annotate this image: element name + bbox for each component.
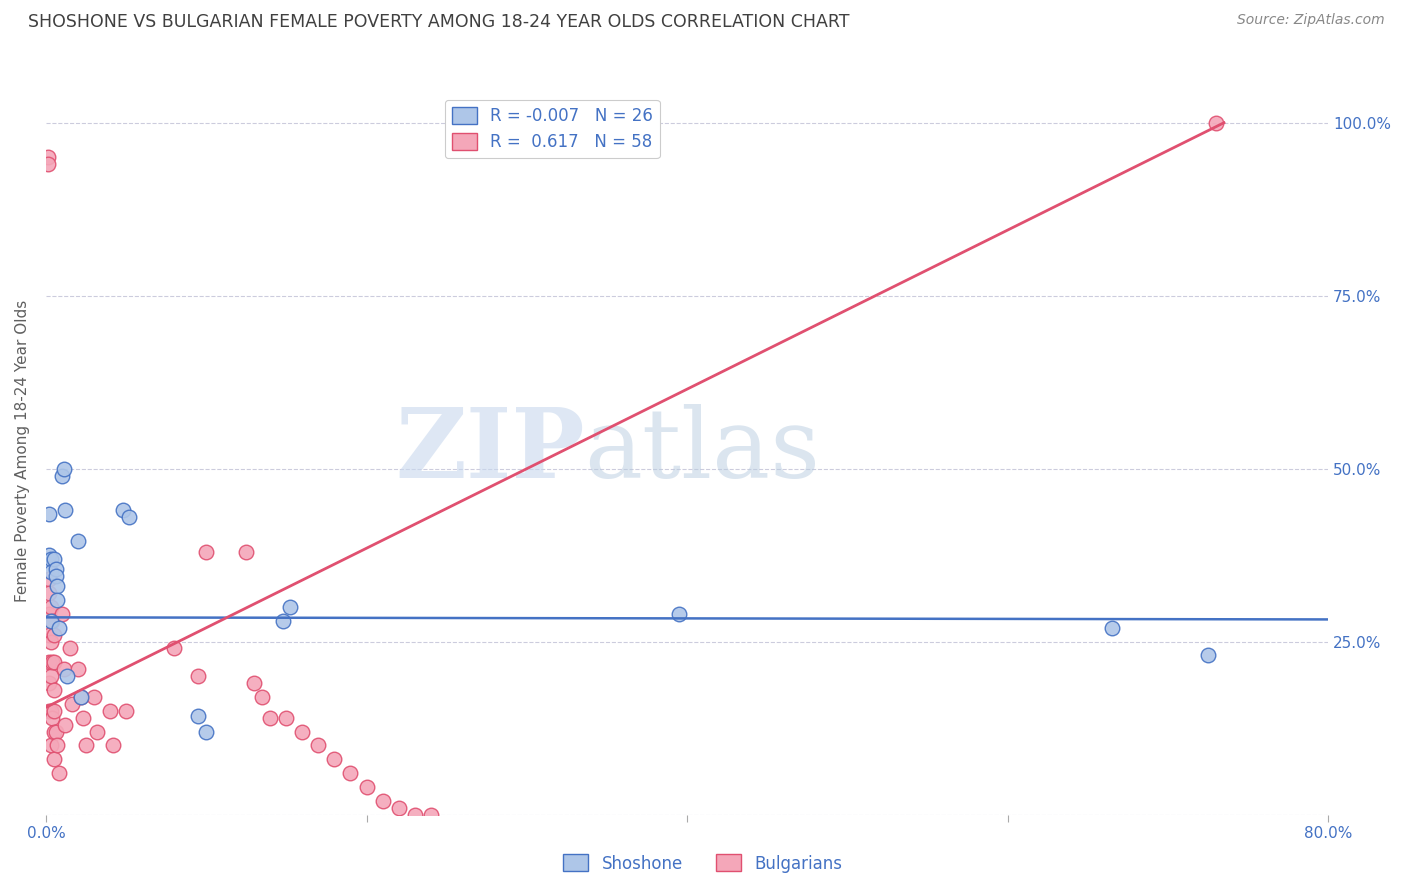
Point (39, 566, 62, 580)
Point (38, 676, 60, 690)
Point (83, 690, 105, 704)
Point (42, 704, 65, 718)
Point (38, 656, 60, 670)
Point (42, 656, 65, 670)
Point (59, 641, 82, 656)
Point (42, 724, 65, 739)
Point (39, 634, 62, 648)
Point (38, 548, 60, 562)
Point (115, 704, 138, 718)
Point (38, 586, 60, 600)
Point (252, 690, 274, 704)
Point (259, 711, 281, 725)
Point (98, 704, 121, 718)
Point (52, 461, 75, 475)
Point (118, 510, 141, 524)
Point (46, 593, 69, 607)
Point (235, 544, 257, 558)
Point (187, 709, 209, 723)
Text: Source: ZipAtlas.com: Source: ZipAtlas.com (1237, 13, 1385, 28)
Point (52, 662, 75, 676)
Point (195, 724, 218, 739)
Point (56, 669, 79, 683)
Point (70, 690, 93, 704)
Point (103, 739, 125, 753)
Legend: Shoshone, Bulgarians: Shoshone, Bulgarians (557, 847, 849, 880)
Point (41, 614, 63, 628)
Point (38, 627, 60, 641)
Point (187, 669, 209, 683)
Point (37, 150, 59, 164)
Point (356, 780, 378, 794)
Text: ZIP: ZIP (395, 404, 585, 499)
Point (72, 711, 94, 725)
Point (86, 724, 108, 739)
Point (243, 676, 266, 690)
Y-axis label: Female Poverty Among 18-24 Year Olds: Female Poverty Among 18-24 Year Olds (15, 301, 30, 602)
Point (70, 690, 93, 704)
Point (1197, 648, 1219, 663)
Point (42, 683, 65, 698)
Point (51, 607, 73, 621)
Point (48, 621, 70, 635)
Point (51, 468, 73, 483)
Point (163, 641, 186, 656)
Point (60, 697, 83, 711)
Point (39, 614, 62, 628)
Point (668, 607, 690, 621)
Point (323, 752, 346, 766)
Point (387, 800, 409, 814)
Legend: R = -0.007   N = 26, R =  0.617   N = 58: R = -0.007 N = 26, R = 0.617 N = 58 (446, 100, 659, 158)
Point (404, 807, 426, 822)
Point (38, 704, 60, 718)
Point (46, 739, 69, 753)
Point (278, 599, 301, 614)
Point (42, 551, 65, 566)
Point (39, 739, 62, 753)
Point (41, 656, 63, 670)
Point (111, 503, 134, 517)
Point (39, 669, 62, 683)
Point (45, 569, 67, 583)
Point (45, 562, 67, 576)
Point (38, 572, 60, 586)
Point (42, 627, 65, 641)
Point (307, 739, 329, 753)
Point (75, 739, 97, 753)
Point (1205, 116, 1227, 130)
Point (37, 157, 59, 171)
Text: SHOSHONE VS BULGARIAN FEMALE POVERTY AMONG 18-24 YEAR OLDS CORRELATION CHART: SHOSHONE VS BULGARIAN FEMALE POVERTY AMO… (28, 13, 849, 31)
Point (39, 551, 62, 566)
Point (66, 534, 89, 549)
Point (66, 662, 89, 676)
Point (419, 807, 441, 822)
Point (276, 711, 298, 725)
Point (46, 579, 69, 593)
Point (339, 766, 361, 780)
Point (271, 614, 294, 628)
Point (38, 507, 60, 521)
Point (39, 704, 62, 718)
Point (195, 544, 218, 558)
Point (42, 752, 65, 766)
Text: atlas: atlas (585, 404, 821, 499)
Point (48, 766, 70, 780)
Point (53, 717, 76, 731)
Point (41, 711, 63, 725)
Point (45, 724, 67, 739)
Point (53, 503, 76, 517)
Point (1101, 621, 1123, 635)
Point (38, 607, 60, 621)
Point (371, 794, 394, 808)
Point (291, 724, 314, 739)
Point (39, 599, 62, 614)
